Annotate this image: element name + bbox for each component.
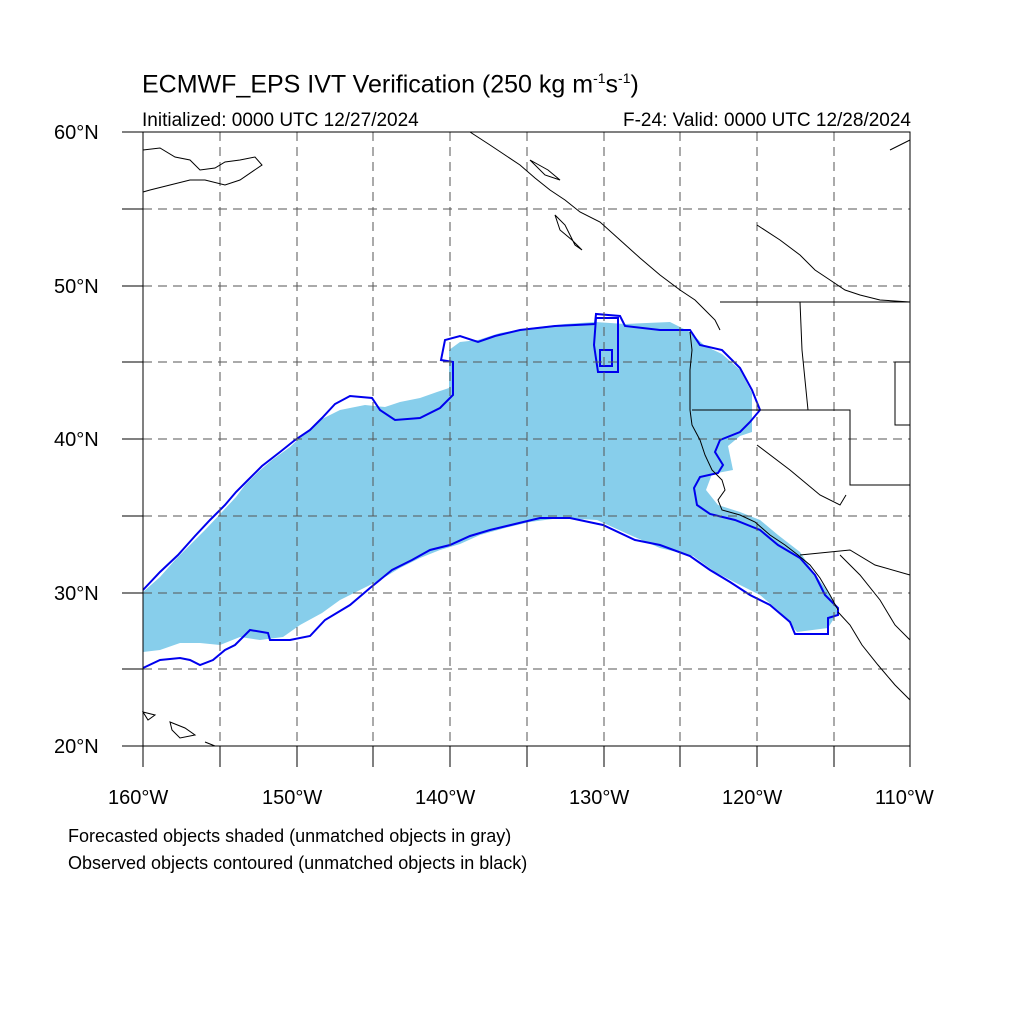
note-observed: Observed objects contoured (unmatched ob… (68, 853, 528, 873)
lat-label-60n: 60°N (54, 122, 99, 144)
note-forecast: Forecasted objects shaded (unmatched obj… (68, 826, 512, 846)
observed-contour (142, 312, 839, 669)
lon-label-130w: 130°W (569, 787, 630, 809)
initialized-label: Initialized: 0000 UTC 12/27/2024 (142, 110, 419, 131)
lat-label-40n: 40°N (54, 429, 99, 451)
map-title: ECMWF_EPS IVT Verification (250 kg m-1s-… (142, 70, 639, 99)
lon-label-160w: 160°W (108, 787, 169, 809)
lon-label-120w: 120°W (722, 787, 783, 809)
lon-label-110w: 110°W (875, 787, 934, 809)
coastlines (141, 131, 911, 747)
lat-label-50n: 50°N (54, 276, 99, 298)
lon-label-150w: 150°W (262, 787, 323, 809)
forecast-object (143, 322, 838, 652)
lon-label-140w: 140°W (415, 787, 476, 809)
tick-marks (122, 131, 911, 767)
observed-contour-loop (592, 317, 619, 373)
lat-label-30n: 30°N (54, 583, 99, 605)
lat-label-20n: 20°N (54, 736, 99, 758)
valid-time-label: F-24: Valid: 0000 UTC 12/28/2024 (623, 110, 911, 131)
graticule (143, 132, 910, 746)
